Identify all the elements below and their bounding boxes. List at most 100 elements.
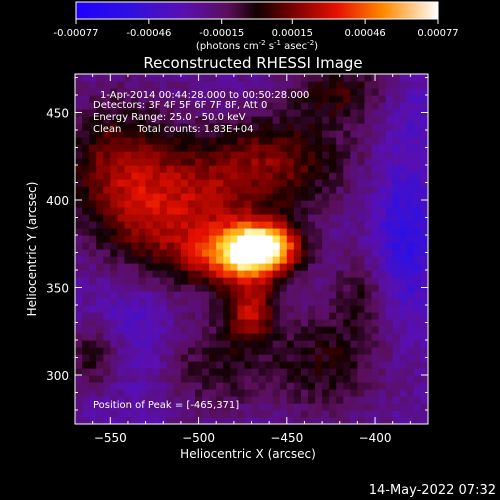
heatmap-cell xyxy=(343,291,351,299)
heatmap-cell xyxy=(406,123,415,131)
heatmap-cell xyxy=(223,214,231,222)
heatmap-cell xyxy=(293,158,302,166)
heatmap-cell xyxy=(117,165,126,173)
heatmap-cell xyxy=(152,221,161,229)
heatmap-cell xyxy=(180,361,189,369)
heatmap-cell xyxy=(378,74,387,82)
heatmap-cell xyxy=(103,298,111,306)
heatmap-cell xyxy=(378,137,387,145)
heatmap-cell xyxy=(145,130,154,138)
heatmap-cell xyxy=(364,410,373,418)
heatmap-cell xyxy=(223,165,231,173)
annotation-detectors: Detectors: 3F 4F 5F 6F 7F 8F, Att 0 xyxy=(93,100,267,111)
heatmap-cell xyxy=(103,382,111,390)
heatmap-cell xyxy=(166,200,175,208)
heatmap-cell xyxy=(152,200,161,208)
heatmap-cell xyxy=(336,130,344,138)
heatmap-cell xyxy=(82,298,90,306)
heatmap-cell xyxy=(378,200,387,208)
heatmap-cell xyxy=(258,333,267,341)
heatmap-cell xyxy=(293,270,302,278)
heatmap-cell xyxy=(251,368,260,376)
heatmap-cell xyxy=(392,242,401,250)
heatmap-cell xyxy=(75,221,83,229)
heatmap-cell xyxy=(103,403,111,411)
heatmap-cell xyxy=(343,95,351,103)
heatmap-cell xyxy=(216,88,224,96)
heatmap-cell xyxy=(223,151,231,159)
heatmap-cell xyxy=(131,361,140,369)
heatmap-cell xyxy=(244,263,253,271)
heatmap-cell xyxy=(244,382,253,390)
heatmap-cell xyxy=(82,172,90,180)
heatmap-cell xyxy=(216,207,224,215)
heatmap-cell xyxy=(286,151,295,159)
heatmap-cell xyxy=(82,235,90,243)
heatmap-cell xyxy=(371,382,380,390)
heatmap-cell xyxy=(293,312,302,320)
heatmap-cell xyxy=(82,284,90,292)
heatmap-cell xyxy=(166,319,175,327)
heatmap-cell xyxy=(265,382,274,390)
heatmap-cell xyxy=(286,354,295,362)
heatmap-cell xyxy=(357,151,366,159)
heatmap-cell xyxy=(110,109,118,117)
heatmap-cell xyxy=(230,403,238,411)
x-tick-label: −500 xyxy=(182,431,215,445)
heatmap-cell xyxy=(251,319,260,327)
heatmap-cell xyxy=(336,102,344,110)
heatmap-cell xyxy=(96,193,104,201)
heatmap-cell xyxy=(202,179,210,187)
heatmap-cell xyxy=(350,158,358,166)
heatmap-cell xyxy=(329,130,337,138)
heatmap-cell xyxy=(300,340,309,348)
heatmap-cell xyxy=(357,291,366,299)
heatmap-cell xyxy=(307,228,316,236)
heatmap-cell xyxy=(336,200,344,208)
heatmap-cell xyxy=(173,193,182,201)
heatmap-cell xyxy=(357,186,366,194)
heatmap-cell xyxy=(237,340,246,348)
heatmap-cell xyxy=(131,326,140,334)
heatmap-cell xyxy=(364,193,373,201)
heatmap-cell xyxy=(138,389,147,397)
heatmap-cell xyxy=(357,249,366,257)
heatmap-cell xyxy=(237,221,246,229)
heatmap-cell xyxy=(152,151,161,159)
heatmap-cell xyxy=(173,277,182,285)
heatmap-cell xyxy=(307,102,316,110)
heatmap-cell xyxy=(195,361,203,369)
heatmap-cell xyxy=(223,95,231,103)
heatmap-cell xyxy=(315,193,323,201)
heatmap-cell xyxy=(315,200,323,208)
heatmap-cell xyxy=(131,221,140,229)
heatmap-cell xyxy=(399,347,408,355)
heatmap-cell xyxy=(357,340,366,348)
heatmap-cell xyxy=(202,305,210,313)
heatmap-cell xyxy=(166,333,175,341)
heatmap-cell xyxy=(159,88,168,96)
heatmap-cell xyxy=(89,410,97,418)
heatmap-cell xyxy=(420,298,428,306)
heatmap-cell xyxy=(378,95,387,103)
heatmap-cell xyxy=(110,165,118,173)
heatmap-cell xyxy=(223,305,231,313)
heatmap-cell xyxy=(117,235,126,243)
heatmap-cell xyxy=(223,193,231,201)
heatmap-cell xyxy=(96,340,104,348)
heatmap-cell xyxy=(343,116,351,124)
heatmap-cell xyxy=(322,396,330,404)
heatmap-cell xyxy=(110,354,118,362)
heatmap-cell xyxy=(272,298,281,306)
heatmap-cell xyxy=(300,249,309,257)
heatmap-cell xyxy=(385,74,394,82)
heatmap-cell xyxy=(265,235,274,243)
heatmap-cell xyxy=(300,144,309,152)
heatmap-cell xyxy=(195,410,203,418)
heatmap-cell xyxy=(357,123,366,131)
heatmap-cell xyxy=(173,354,182,362)
heatmap-cell xyxy=(364,207,373,215)
heatmap-cell xyxy=(286,88,295,96)
heatmap-cell xyxy=(75,214,83,222)
heatmap-cell xyxy=(399,123,408,131)
